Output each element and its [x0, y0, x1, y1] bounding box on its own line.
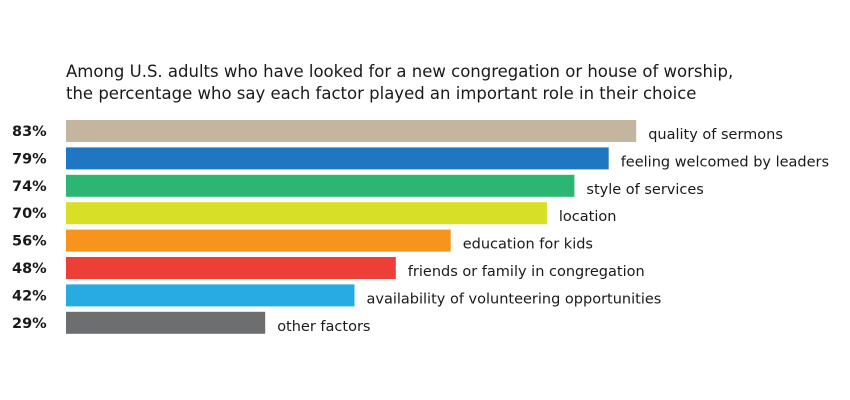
- category-label-1: feeling welcomed by leaders: [621, 154, 829, 170]
- bar-5: [66, 257, 396, 279]
- value-label-3: 70%: [12, 206, 47, 222]
- value-label-0: 83%: [12, 124, 47, 140]
- bar-1: [66, 147, 609, 170]
- category-label-4: education for kids: [463, 237, 593, 253]
- value-label-2: 74%: [12, 179, 47, 195]
- bar-4: [66, 229, 451, 252]
- category-label-3: location: [559, 209, 617, 225]
- value-label-7: 29%: [12, 316, 47, 332]
- category-label-7: other factors: [277, 319, 370, 335]
- category-label-5: friends or family in congregation: [408, 264, 645, 280]
- chart-title-line-2: the percentage who say each factor playe…: [66, 84, 697, 103]
- value-label-6: 42%: [12, 288, 47, 304]
- value-label-4: 56%: [12, 234, 47, 250]
- bar-6: [66, 284, 355, 307]
- category-label-0: quality of sermons: [648, 127, 783, 143]
- chart-title: Among U.S. adults who have looked for a …: [66, 61, 826, 105]
- category-label-6: availability of volunteering opportuniti…: [367, 291, 662, 307]
- bar-7: [66, 311, 266, 334]
- bar-2: [66, 174, 575, 197]
- value-label-5: 48%: [12, 261, 47, 277]
- chart-title-line-1: Among U.S. adults who have looked for a …: [66, 62, 734, 81]
- bar-0: [66, 120, 637, 142]
- category-label-2: style of services: [586, 182, 703, 198]
- value-label-1: 79%: [12, 151, 47, 167]
- bar-3: [66, 202, 547, 225]
